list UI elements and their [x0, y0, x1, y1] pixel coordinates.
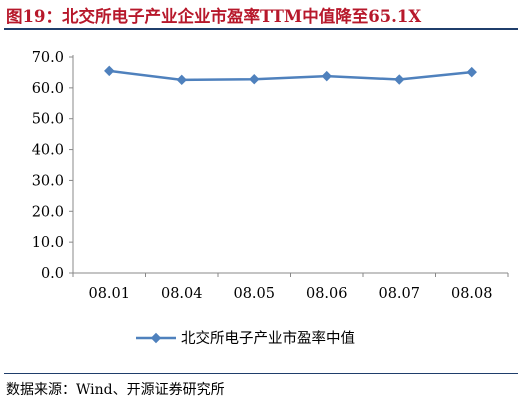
- data-point: [321, 70, 332, 82]
- data-point: [394, 74, 405, 85]
- x-tick-label: 08.06: [306, 286, 348, 302]
- legend-label: 北交所电子产业市盈率中值: [181, 329, 355, 347]
- footer-divider: [4, 373, 518, 374]
- y-tick-label: 20.0: [32, 204, 64, 220]
- y-tick-label: 10.0: [32, 235, 64, 251]
- chart-area: 0.0 10.0 20.0 30.0 40.0 50.0 60.0 70.0 08.01 08.0…: [0, 32, 522, 370]
- source-note: 数据来源：Wind、开源证券研究所: [6, 382, 225, 398]
- data-point: [104, 65, 115, 77]
- y-tick-label: 30.0: [32, 173, 64, 189]
- line-chart: 0.0 10.0 20.0 30.0 40.0 50.0 60.0 70.0 08.01 08.0…: [32, 50, 509, 347]
- x-tick-label: 08.08: [451, 286, 493, 302]
- data-point: [176, 74, 187, 86]
- y-tick-label: 50.0: [32, 112, 64, 128]
- data-point: [249, 74, 260, 85]
- title-bar: 图19：北交所电子产业企业市盈率TTM中值降至65.1X: [4, 2, 518, 30]
- x-tick-label: 08.07: [378, 286, 420, 302]
- y-tick-label: 60.0: [32, 81, 64, 97]
- x-tick-label: 08.05: [233, 286, 275, 302]
- y-tick-label: 40.0: [32, 143, 64, 159]
- y-tick-label: 70.0: [32, 50, 64, 66]
- series-line: [109, 69, 472, 82]
- x-tick-label: 08.04: [161, 286, 203, 302]
- legend-marker: [150, 332, 162, 344]
- chart-title: 图19：北交所电子产业企业市盈率TTM中值降至65.1X: [6, 7, 422, 26]
- data-point: [466, 66, 477, 78]
- x-tick-label: 08.01: [88, 286, 130, 302]
- y-tick-label: 0.0: [41, 266, 64, 282]
